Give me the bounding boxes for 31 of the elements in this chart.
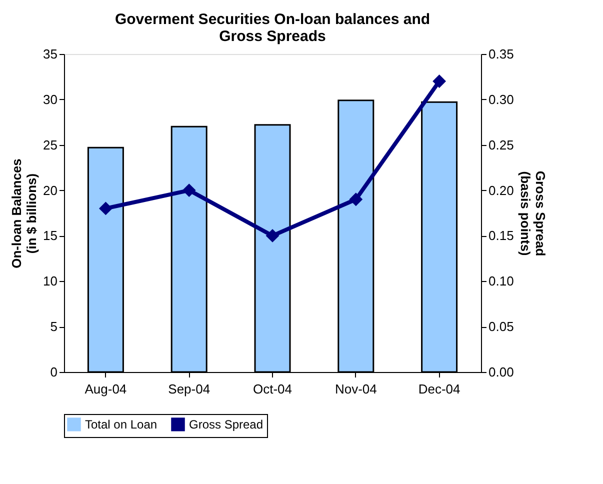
x-tick-label: Aug-04: [84, 382, 127, 396]
point: [98, 202, 112, 216]
x-tick-label: Sep-04: [168, 382, 210, 396]
y2-tick-label: 0.35: [488, 46, 514, 62]
x-tick-label: Oct-04: [252, 382, 292, 396]
y2-tick-label: 0.30: [488, 92, 514, 107]
x-tick-label: Dec-04: [418, 382, 460, 396]
y-tick-label: 15: [43, 228, 58, 244]
y-axis-title: On-loan Balances (in $ billions): [9, 158, 40, 268]
y-tick-label: 5: [50, 319, 58, 334]
y2-tick-label: 0.05: [488, 319, 514, 334]
point: [432, 74, 446, 88]
y2-tick-label: 0.15: [488, 228, 514, 244]
y2-tick-label: 0.10: [488, 274, 514, 289]
y2-tick-label: 0.25: [488, 137, 514, 152]
y2-tick-label: 0.00: [488, 364, 514, 380]
x-tick-label: Nov-04: [334, 382, 377, 396]
y-tick-label: 20: [43, 182, 58, 198]
y-tick-label: 0: [50, 364, 58, 380]
legend-label: Gross Spread: [189, 417, 264, 432]
y2-tick-label: 0.20: [488, 182, 514, 198]
point: [182, 184, 196, 197]
chart-title: Goverment Securities On-loan balances and Gross Spreads: [114, 11, 430, 45]
y-tick-label: 25: [43, 137, 58, 152]
y-tick-label: 10: [43, 274, 58, 289]
legend-label: Total on Loan: [85, 417, 158, 432]
y-tick-label: 35: [43, 46, 58, 62]
point: [349, 192, 363, 206]
y-tick-label: 30: [43, 92, 58, 107]
point: [266, 229, 280, 242]
y2-axis-title: Gross Spread (basis points): [518, 170, 548, 256]
